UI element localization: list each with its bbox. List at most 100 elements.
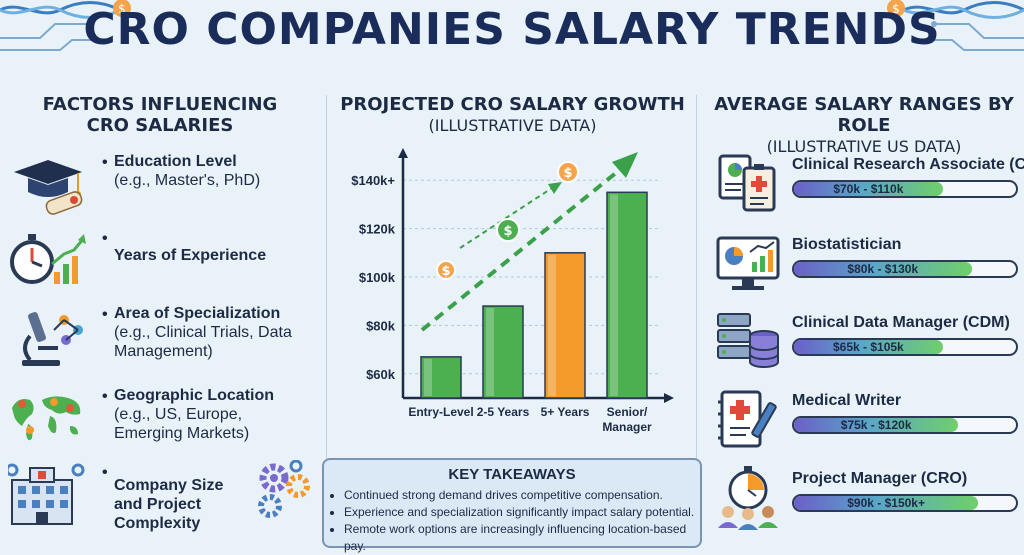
bar-highlight [486,308,494,396]
salary-range-bar: $65k - $105k [792,338,1018,356]
dna-circuit-decoration-left: $ [0,0,131,51]
key-takeaways-list: Continued strong demand drives competiti… [324,487,700,555]
salary-range-fill [794,182,943,196]
factors-title-line1: FACTORS INFLUENCING [42,94,278,115]
salary-range-bar: $70k - $110k [792,180,1018,198]
bullet: • [102,464,108,481]
factor-detail: (e.g., US, Europe, Emerging Markets) [114,406,250,442]
roles-title-line1: AVERAGE SALARY RANGES BY ROLE [714,94,1014,136]
salary-range-fill [794,418,959,432]
database-server-icon [717,313,779,368]
dna-circuit-decoration-right: $ [887,0,1024,51]
salary-range-label: $65k - $105k [833,340,904,354]
key-takeaways-title: KEY TAKEAWAYS [448,466,576,483]
team-stopwatch-icon [718,466,778,530]
salary-range-fill [794,340,943,354]
factor-specialization: • Area of Specialization (e.g., Clinical… [8,304,308,374]
role-name: Medical Writer [792,392,902,409]
growth-title-line2: (ILLUSTRATIVE DATA) [428,116,597,135]
bar [606,191,648,399]
bar [482,305,524,399]
roles-section-title: AVERAGE SALARY RANGES BY ROLE (ILLUSTRAT… [704,94,1024,157]
dollar-coin-glyph: $ [503,224,512,239]
x-tick-label: 5+ Years [541,405,590,419]
factors-title-line2: CRO SALARIES [86,115,234,136]
bar [544,252,586,399]
factor-geography: • Geographic Location (e.g., US, Europe,… [8,386,308,456]
stopwatch-growth-icon [10,234,86,284]
factors-section-title: FACTORS INFLUENCING CRO SALARIES [10,94,310,136]
bar [420,356,462,399]
role-name: Biostatistician [792,236,902,253]
y-tick-label: $60k [366,367,396,382]
trend-arrow-line [420,166,624,332]
bullet: • [102,154,108,171]
role-medical-writer: Medical Writer $75k - $120k [716,388,1022,464]
factor-text: Education Level (e.g., Master's, PhD) [114,152,314,190]
graduation-cap-icon [14,160,83,215]
gears-icon [258,460,310,518]
salary-range-label: $70k - $110k [833,182,904,196]
roles-title-line2: (ILLUSTRATIVE US DATA) [766,137,962,156]
x-tick-label: 2-5 Years [477,405,530,419]
salary-range-fill [794,496,979,510]
dollar-coin-glyph: $ [563,166,572,181]
role-name: Project Manager (CRO) [792,470,968,487]
monitor-chart-icon [716,236,780,290]
factor-text: Years of Experience [114,246,314,265]
factor-education: • Education Level (e.g., Master's, PhD) [8,152,308,222]
column-divider-right [696,95,697,535]
role-project-manager: Project Manager (CRO) $90k - $150k+ [716,466,1022,542]
x-tick-label: Entry-Level [408,405,473,419]
salary-range-label: $80k - $130k [847,262,919,276]
factor-title: Area of Specialization [114,305,281,322]
role-name: Clinical Research Associate (CRA) [792,156,1024,173]
column-divider-left [326,95,327,535]
trend-arrow-head [612,152,638,178]
dollar-coin-icon [436,260,456,280]
y-tick-label: $140k+ [351,173,395,188]
dollar-coin-glyph: $ [441,264,450,279]
growth-section-title: PROJECTED CRO SALARY GROWTH (ILLUSTRATIV… [340,94,685,136]
role-biostatistician: Biostatistician $80k - $130k [716,232,1022,308]
salary-range-bar: $90k - $150k+ [792,494,1018,512]
bullet: • [102,306,108,323]
microscope-icon [22,312,83,366]
factor-detail: (e.g., Master's, PhD) [114,172,261,189]
factor-detail: (e.g., Clinical Trials, Data Management) [114,324,292,360]
salary-range-bar: $75k - $120k [792,416,1018,434]
salary-growth-chart: $60k $80k $100k $120k $140k+ Entry-Level 2-5 Y… [351,148,674,434]
takeaway-item: Experience and specialization significan… [344,504,700,521]
svg-text:$: $ [892,2,900,16]
factor-title: Geographic Location [114,387,275,404]
bullet: • [102,230,108,247]
bar-highlight [610,194,618,396]
factor-text: Company Size and Project Complexity [114,476,254,533]
salary-range-fill [794,262,972,276]
salary-range-label: $90k - $150k+ [847,496,925,510]
world-map-icon [12,396,81,441]
salary-range-bar: $80k - $130k [792,260,1018,278]
x-tick-label: Senior/ [607,405,648,419]
factor-title: Education Level [114,153,237,170]
medical-notebook-icon [718,390,777,448]
trend-arrow-head-small [548,182,562,194]
y-axis-arrow [398,148,408,158]
building-gears-icon [8,463,85,525]
dollar-coin-icon [557,161,579,183]
svg-text:$: $ [118,2,126,16]
role-cra: Clinical Research Associate (CRA) $70k -… [716,152,1024,228]
role-name: Clinical Data Manager (CDM) [792,314,1010,331]
y-tick-label: $80k [366,318,396,333]
key-takeaways-box: KEY TAKEAWAYS Continued strong demand dr… [322,458,702,553]
x-axis-arrow [664,393,674,403]
page-title: CRO COMPANIES SALARY TRENDS [83,4,941,55]
bar-highlight [424,358,432,396]
factor-title: Years of Experience [114,247,267,264]
role-cdm: Clinical Data Manager (CDM) $65k - $105k [716,310,1022,386]
x-tick-label: Manager [602,420,652,434]
factor-text: Area of Specialization (e.g., Clinical T… [114,304,314,361]
y-tick-label: $100k [359,270,396,285]
factor-experience: • Years of Experience [8,228,308,298]
bullet: • [102,388,108,405]
